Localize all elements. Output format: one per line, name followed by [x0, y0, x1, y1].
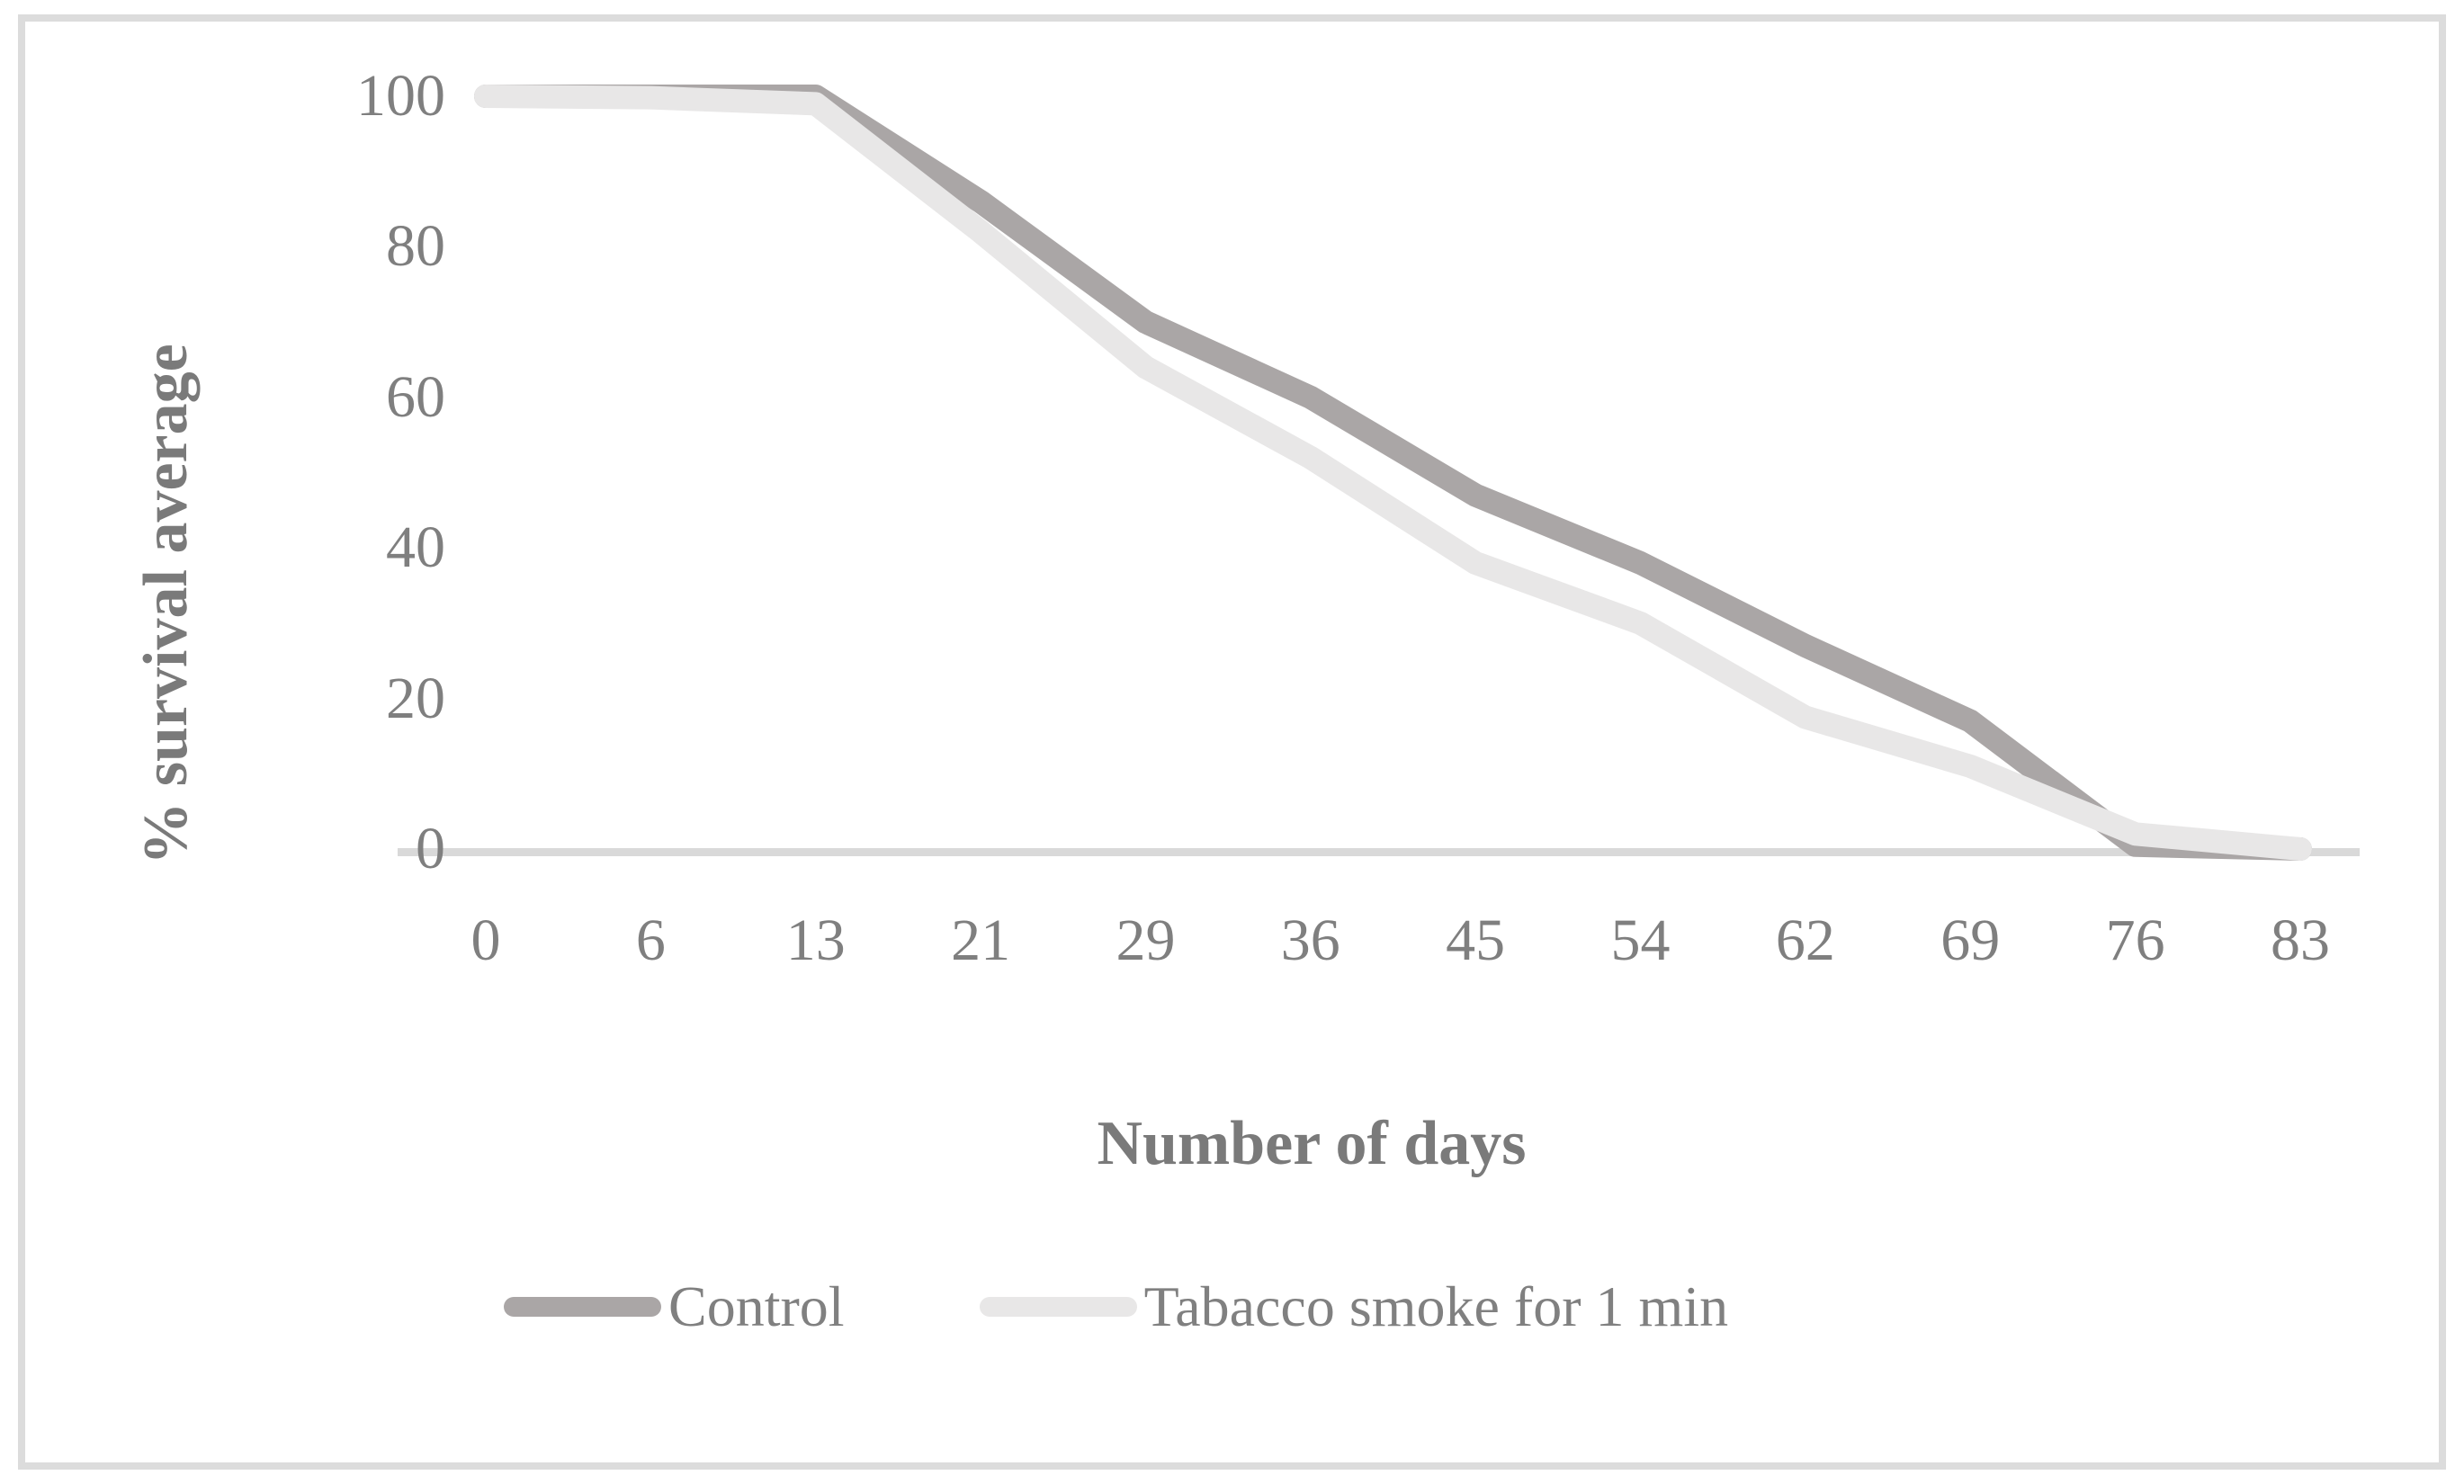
x-tick-label: 62 — [1775, 907, 1835, 973]
x-tick-label: 36 — [1280, 907, 1340, 973]
y-tick-label: 0 — [416, 816, 445, 881]
x-tick-label: 69 — [1940, 907, 2001, 973]
series-line-tabacco-smoke — [474, 85, 2312, 861]
tabacco-smoke-line-swatch — [979, 1297, 1137, 1317]
x-tick-label: 29 — [1116, 907, 1176, 973]
x-axis-title: Number of days — [1097, 1109, 1527, 1178]
control-line-swatch — [504, 1297, 661, 1317]
x-tick-label: 6 — [635, 907, 666, 973]
series-line-control — [474, 85, 2312, 861]
y-axis-title: % survival average — [131, 344, 201, 865]
chart-outer-border — [18, 14, 2446, 1470]
y-tick-label: 60 — [386, 363, 445, 430]
x-tick-label: 13 — [785, 907, 846, 973]
x-tick-label: 45 — [1446, 907, 1506, 973]
legend-item-tabacco-smoke: Tabacco smoke for 1 min — [979, 1274, 1729, 1340]
x-tick-label: 76 — [2105, 907, 2165, 973]
y-tick-label: 40 — [386, 514, 445, 581]
y-tick-label: 80 — [386, 213, 445, 280]
x-tick-label: 21 — [951, 907, 1011, 973]
x-tick-label: 0 — [470, 907, 501, 973]
legend-item-control: Control — [504, 1274, 845, 1340]
y-tick-label: 100 — [356, 63, 445, 129]
x-tick-label: 54 — [1610, 907, 1671, 973]
legend-label-tabacco-smoke: Tabacco smoke for 1 min — [1143, 1274, 1729, 1338]
x-tick-label: 83 — [2270, 907, 2330, 973]
legend-label-control: Control — [668, 1274, 845, 1338]
chart-legend: Control Tabacco smoke for 1 min — [504, 1257, 1728, 1356]
y-tick-label: 20 — [386, 665, 445, 731]
